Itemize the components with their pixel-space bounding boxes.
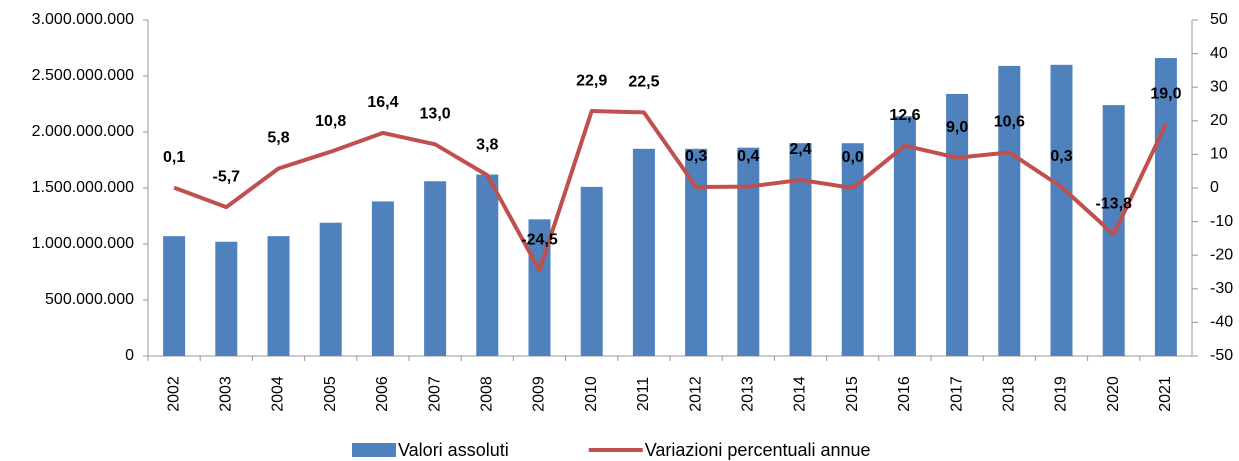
x-tick-label: 2002 [165,376,182,412]
x-tick-label: 2009 [531,376,548,412]
y-tick-label: 0 [125,347,134,364]
line [173,109,1168,273]
data-label: 9,0 [946,119,968,136]
data-label: 0,0 [842,149,864,166]
data-label: 5,8 [267,130,289,147]
x-tick-label: 2013 [740,376,757,412]
y2-tick-label: 20 [1210,112,1228,129]
data-label: 10,6 [994,114,1025,131]
x-tick-label: 2016 [896,376,913,412]
y2-tick-label: -20 [1210,246,1233,263]
bar [319,222,342,356]
data-label: -24,5 [521,232,558,249]
bar [371,201,394,356]
y2-tick-label: -30 [1210,280,1233,297]
x-tick-label: 2021 [1157,376,1174,412]
x-tick-label: 2006 [374,376,391,412]
legend-swatch [352,443,396,457]
bar [476,174,499,356]
data-label: 10,8 [315,113,346,130]
bar [893,116,916,356]
bar [215,241,238,356]
y2-tick-label: -40 [1210,314,1233,331]
bar [632,148,655,356]
y2-tick-label: 10 [1210,146,1228,163]
x-tick-label: 2004 [270,376,287,412]
data-label: 2,4 [789,141,811,158]
data-label: 16,4 [367,94,398,111]
x-tick-label: 2018 [1001,376,1018,412]
x-tick-label: 2003 [218,376,235,412]
bar [789,143,812,356]
data-label: 0,1 [163,149,185,166]
data-label: 22,9 [576,72,607,89]
data-label: -5,7 [213,168,241,185]
y2-tick-label: 0 [1210,179,1219,196]
bar [424,181,447,356]
data-label: 3,8 [476,136,498,153]
x-tick-label: 2019 [1053,376,1070,412]
bar [998,65,1021,357]
data-label: 0,3 [685,148,707,165]
y-tick-label: 1.000.000.000 [32,235,134,252]
bar [163,236,186,356]
legend-label: Valori assoluti [398,440,509,460]
y2-tick-label: -50 [1210,347,1233,364]
data-label: 19,0 [1150,85,1181,102]
y-tick-label: 1.500.000.000 [32,179,134,196]
x-tick-label: 2008 [479,376,496,412]
y-tick-label: 3.000.000.000 [32,11,134,28]
data-label: 0,4 [737,148,759,165]
data-label: 12,6 [889,107,920,124]
x-tick-label: 2017 [948,376,965,412]
bar [841,143,864,356]
legend-label: Variazioni percentuali annue [645,440,871,460]
x-tick-label: 2005 [322,376,339,412]
data-label: 0,3 [1050,148,1072,165]
y-tick-label: 2.000.000.000 [32,123,134,140]
bar [685,148,708,356]
y2-tick-label: 50 [1210,11,1228,28]
x-tick-label: 2011 [635,377,652,412]
bar [1050,64,1073,357]
data-label: 22,5 [628,74,659,91]
y-tick-label: 2.500.000.000 [32,67,134,84]
x-tick-label: 2012 [687,376,704,412]
y2-tick-label: 30 [1210,78,1228,95]
bar [946,93,969,357]
y2-tick-label: -10 [1210,213,1233,230]
x-tick-label: 2010 [583,376,600,412]
x-tick-label: 2014 [792,376,809,412]
bar [267,236,290,356]
y2-tick-label: 40 [1210,45,1228,62]
bar [580,186,603,356]
y-tick-label: 500.000.000 [45,291,134,308]
data-label: 13,0 [420,106,451,123]
x-tick-label: 2007 [426,376,443,412]
x-tick-label: 2020 [1105,376,1122,412]
bar [1154,58,1177,357]
bar [737,147,760,356]
data-label: -13,8 [1095,196,1132,213]
x-tick-label: 2015 [844,376,861,412]
